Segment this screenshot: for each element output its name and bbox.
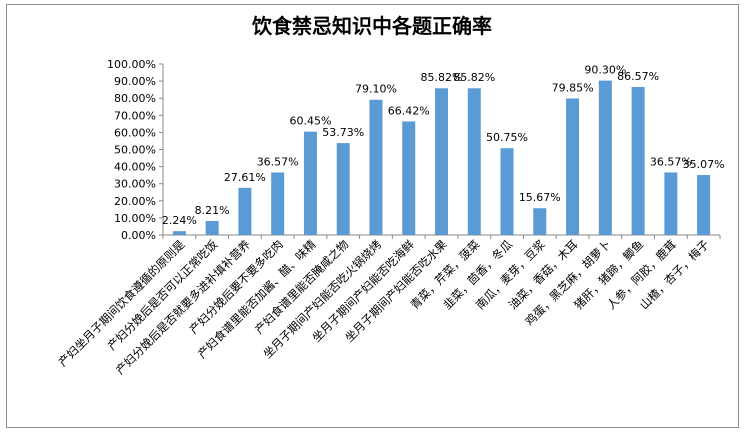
y-axis: 0.00% 10.00% 20.00% 30.00% 40.00% 50.00% 60.00…	[107, 58, 164, 242]
y-tick-label: 80.00%	[114, 92, 156, 105]
chart-title: 饮食禁忌知识中各题正确率	[251, 14, 492, 38]
data-label: 85.82%	[453, 71, 495, 84]
y-tick-label: 70.00%	[114, 109, 156, 122]
bar	[402, 121, 416, 235]
data-label: 86.57%	[617, 70, 659, 83]
bar	[533, 208, 547, 235]
bar	[369, 99, 383, 235]
category-labels: 产妇坐月子期间饮食遵循的原则是产妇分娩后是否可以正常吃饭产妇分娩后是否就要多进补…	[56, 237, 712, 377]
y-tick-label: 30.00%	[114, 178, 156, 191]
data-label: 90.30%	[584, 64, 626, 77]
category-label: 产妇分娩后是否就要多进补填补营养	[113, 237, 253, 377]
y-tick-label: 10.00%	[114, 212, 156, 225]
data-label: 50.75%	[486, 131, 528, 144]
y-tick-label: 100.00%	[107, 58, 156, 71]
bar	[435, 88, 448, 235]
data-label: 15.67%	[519, 191, 561, 204]
y-tick-label: 60.00%	[114, 126, 156, 139]
data-label: 79.10%	[355, 83, 397, 96]
data-label: 2.24%	[162, 214, 197, 227]
data-label: 36.57%	[650, 155, 692, 168]
bar	[271, 172, 285, 235]
data-labels: 2.24%8.21% 27.61% 36.57% 60.45%53.73% 79.10%…	[162, 64, 725, 228]
bars	[172, 80, 711, 235]
bar	[598, 80, 612, 235]
y-tick-label: 90.00%	[114, 75, 156, 88]
data-label: 66.42%	[388, 104, 430, 117]
bar	[172, 231, 186, 235]
bar	[303, 131, 317, 235]
bar	[697, 175, 711, 235]
bar	[336, 143, 350, 235]
bar	[631, 86, 645, 235]
bar	[500, 148, 514, 235]
bar	[566, 98, 580, 235]
data-label: 85.82%	[421, 71, 463, 84]
y-tick-label: 20.00%	[114, 195, 156, 208]
y-tick-label: 50.00%	[114, 144, 156, 157]
data-label: 35.07%	[683, 158, 725, 171]
bar	[238, 187, 252, 235]
y-tick-label: 40.00%	[114, 161, 156, 174]
bar	[467, 88, 481, 235]
data-label: 60.45%	[289, 115, 331, 128]
data-label: 53.73%	[322, 126, 364, 139]
data-label: 79.85%	[552, 81, 594, 94]
data-label: 27.61%	[224, 171, 266, 184]
category-label: 产妇坐月子期间饮食遵循的原则是	[56, 237, 188, 369]
bar	[664, 172, 678, 235]
data-label: 36.57%	[257, 155, 299, 168]
data-label: 8.21%	[195, 204, 230, 217]
bar	[205, 220, 219, 235]
y-tick-label: 0.00%	[121, 229, 156, 242]
